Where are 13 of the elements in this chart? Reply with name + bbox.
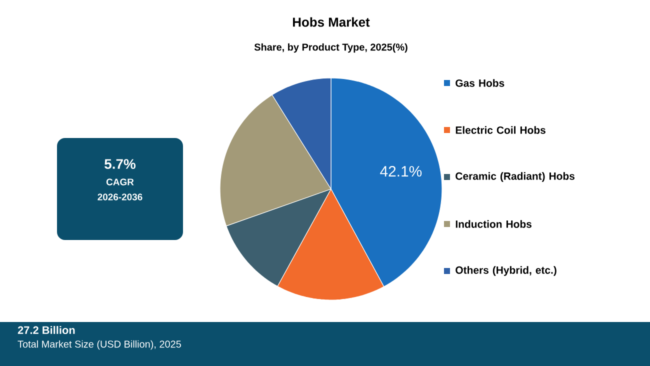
- chart-title: Hobs Market: [293, 17, 370, 27]
- data-label: 42.1%: [380, 166, 422, 177]
- legend-label: Ceramic (Radiant) Hobs: [456, 172, 575, 182]
- text: CAGR: [106, 178, 134, 186]
- legend-label: Others (Hybrid, etc.): [456, 266, 556, 276]
- text: 27.2 Billion: [18, 326, 75, 334]
- text: Total Market Size (USD Billion), 2025: [18, 340, 181, 350]
- text: 5.7%: [104, 159, 136, 169]
- text: 2026-2036: [98, 194, 142, 200]
- chart-subtitle: Share, by Product Type, 2025(%): [254, 43, 408, 53]
- legend-label: Gas Hobs: [456, 79, 504, 87]
- legend-label: Electric Coil Hobs: [456, 126, 546, 134]
- legend-label: Induction Hobs: [456, 220, 532, 228]
